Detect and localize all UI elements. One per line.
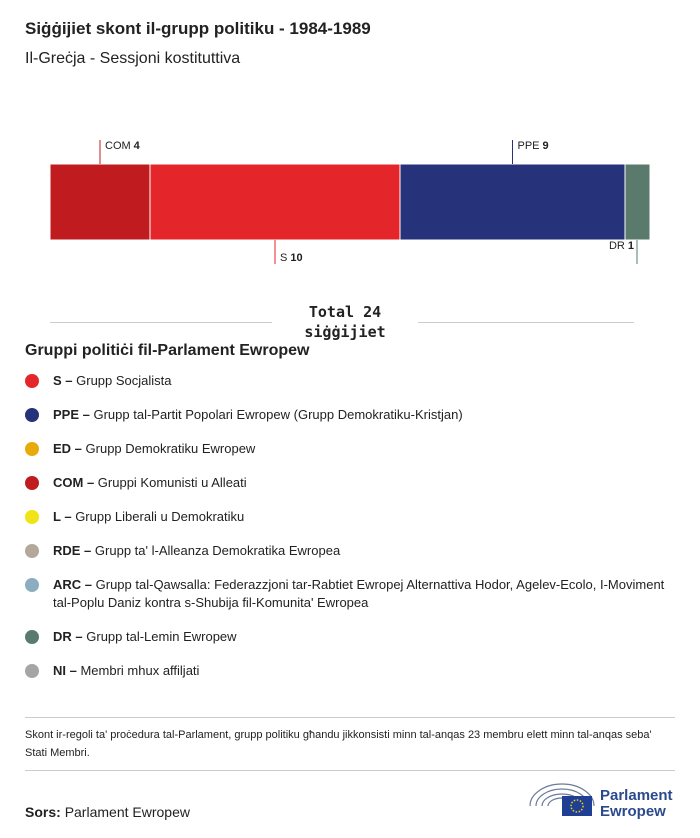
chart-subtitle: Il-Greċja - Sessjoni kostituttiva [25, 50, 241, 67]
segment-name: DR [609, 240, 625, 252]
chart: COM 4 S 10 PPE 9 DR 1 [49, 140, 651, 264]
source-text: Parlament Ewropew [64, 804, 190, 820]
segment-value: 10 [290, 252, 302, 264]
divider [50, 322, 272, 323]
legend-swatch [25, 578, 39, 592]
legend-swatch [25, 664, 39, 678]
legend-title: Gruppi politiċi fil-Parlament Ewropew [25, 342, 310, 359]
legend-label: Grupp ta' l-Alleanza Demokratika Ewropea [94, 543, 341, 558]
segment-value: 1 [628, 240, 634, 252]
legend-label: Grupp tal-Lemin Ewropew [86, 629, 237, 644]
segment-label: DR 1 [609, 240, 634, 252]
source: Sors: Parlament Ewropew [25, 804, 190, 820]
legend-swatch [25, 408, 39, 422]
segment-name: PPE [518, 140, 540, 152]
legend-abbr: NI – [53, 663, 77, 678]
legend-abbr: S – [53, 373, 73, 388]
total-unit: siġġijiet [304, 323, 386, 341]
legend-abbr: PPE – [53, 407, 90, 422]
legend-text: NI – Membri mhux affiljati [53, 662, 665, 680]
legend-abbr: L – [53, 509, 72, 524]
legend-swatch [25, 630, 39, 644]
legend-label: Grupp Socjalista [76, 373, 172, 388]
legend-text: PPE – Grupp tal-Partit Popolari Ewropew … [53, 406, 665, 424]
legend-abbr: ARC – [53, 577, 93, 592]
segment-value: 9 [543, 140, 549, 152]
bar-segment [149, 163, 401, 241]
legend-label: Membri mhux affiljati [80, 663, 200, 678]
legend-abbr: ED – [53, 441, 82, 456]
legend-swatch [25, 374, 39, 388]
legend-abbr: COM – [53, 475, 95, 490]
legend-label: Grupp Demokratiku Ewropew [85, 441, 256, 456]
legend-abbr: RDE – [53, 543, 92, 558]
legend-item: L – Grupp Liberali u Demokratiku [25, 508, 665, 526]
segment-value: 4 [134, 140, 141, 152]
legend-text: COM – Gruppi Komunisti u Alleati [53, 474, 665, 492]
legend-text: ARC – Grupp tal-Qawsalla: Federazzjoni t… [53, 576, 665, 612]
legend-text: S – Grupp Socjalista [53, 372, 665, 390]
legend-item: RDE – Grupp ta' l-Alleanza Demokratika E… [25, 542, 665, 560]
legend-item: NI – Membri mhux affiljati [25, 662, 665, 680]
footnote: Skont ir-regoli ta' proċedura tal-Parlam… [25, 729, 652, 759]
legend-item: PPE – Grupp tal-Partit Popolari Ewropew … [25, 406, 665, 424]
bar-segment [399, 163, 626, 241]
segment-name: COM [105, 140, 131, 152]
legend-item: DR – Grupp tal-Lemin Ewropew [25, 628, 665, 646]
logo-stars [570, 799, 584, 813]
chart-title: Siġġijiet skont il-grupp politiku - 1984… [25, 19, 371, 38]
total-label: Total [308, 303, 355, 321]
legend-text: RDE – Grupp ta' l-Alleanza Demokratika E… [53, 542, 665, 560]
legend-label: Grupp tal-Partit Popolari Ewropew (Grupp… [93, 407, 463, 422]
legend-label: Grupp tal-Qawsalla: Federazzjoni tar-Rab… [53, 577, 665, 610]
legend-swatch [25, 476, 39, 490]
legend-text: ED – Grupp Demokratiku Ewropew [53, 440, 665, 458]
divider [418, 322, 634, 323]
legend-text: DR – Grupp tal-Lemin Ewropew [53, 628, 665, 646]
legend-item: S – Grupp Socjalista [25, 372, 665, 390]
source-label: Sors: [25, 804, 61, 820]
legend-label: Gruppi Komunisti u Alleati [97, 475, 247, 490]
logo-text: Ewropew [600, 803, 666, 820]
legend-item: COM – Gruppi Komunisti u Alleati [25, 474, 665, 492]
segment-label: PPE 9 [518, 140, 549, 152]
logo-flag [562, 796, 592, 816]
total-value: 24 [363, 303, 382, 321]
legend-item: ARC – Grupp tal-Qawsalla: Federazzjoni t… [25, 576, 665, 612]
logo: Parlament Ewropew [529, 783, 673, 820]
legend-label: Grupp Liberali u Demokratiku [75, 509, 245, 524]
segment-label: S 10 [280, 252, 303, 264]
bar-segment [49, 163, 151, 241]
total: Total 24 siġġijiet [272, 302, 418, 342]
legend-item: ED – Grupp Demokratiku Ewropew [25, 440, 665, 458]
legend-swatch [25, 544, 39, 558]
bar-segment [624, 163, 651, 241]
segment-name: S [280, 252, 287, 264]
logo-text: Parlament [600, 787, 673, 804]
legend-abbr: DR – [53, 629, 83, 644]
divider [25, 717, 675, 718]
legend-text: L – Grupp Liberali u Demokratiku [53, 508, 665, 526]
legend-swatch [25, 442, 39, 456]
segment-label: COM 4 [105, 140, 141, 152]
legend-swatch [25, 510, 39, 524]
divider [25, 770, 675, 771]
